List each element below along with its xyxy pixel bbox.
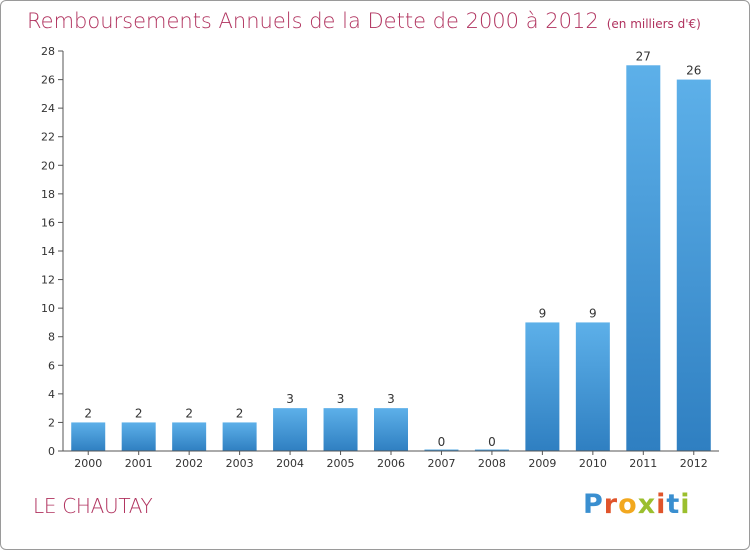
- y-tick-label: 24: [41, 102, 55, 115]
- bar: [424, 449, 459, 451]
- bar: [575, 322, 610, 451]
- bar-value-label: 2: [135, 406, 143, 420]
- x-tick-label: 2007: [427, 457, 455, 470]
- bar: [222, 422, 257, 451]
- logo-letter: t: [666, 489, 681, 520]
- x-tick-label: 2003: [226, 457, 254, 470]
- bar-value-label: 27: [636, 49, 651, 63]
- x-tick-label: 2009: [528, 457, 556, 470]
- chart-title: Remboursements Annuels de la Dette de 20…: [27, 9, 701, 33]
- logo-letter: r: [603, 489, 619, 520]
- bars: 2 2 2 2 3 3 3 0 0 9 9 27 26: [71, 49, 711, 452]
- y-tick-label: 10: [41, 302, 55, 315]
- bar-value-label: 3: [286, 392, 294, 406]
- bar-value-label: 9: [589, 306, 597, 320]
- y-tick-label: 14: [41, 245, 55, 258]
- x-tick-label: 2006: [377, 457, 405, 470]
- bar: [273, 408, 308, 451]
- x-tick-label: 2001: [125, 457, 153, 470]
- x-tick-label: 2005: [327, 457, 355, 470]
- y-tick-label: 26: [41, 74, 55, 87]
- bar: [121, 422, 156, 451]
- logo-letter: x: [637, 489, 657, 520]
- chart-subtitle: (en milliers d'€): [606, 17, 701, 31]
- bar-value-label: 0: [438, 435, 446, 449]
- bar-value-label: 2: [185, 406, 193, 420]
- y-tick-label: 8: [48, 331, 55, 344]
- x-tick-label: 2011: [629, 457, 657, 470]
- bar-value-label: 26: [686, 64, 701, 78]
- bar-value-label: 0: [488, 435, 496, 449]
- y-tick-label: 18: [41, 188, 55, 201]
- y-tick-label: 6: [48, 359, 55, 372]
- proxiti-logo: Proxiti: [583, 489, 691, 520]
- bar: [71, 422, 106, 451]
- y-tick-label: 28: [41, 45, 55, 58]
- y-tick-label: 16: [41, 216, 55, 229]
- x-tick-label: 2002: [175, 457, 203, 470]
- logo-letter: P: [583, 489, 604, 520]
- bar: [676, 79, 711, 452]
- bar: [525, 322, 560, 451]
- y-tick-label: 22: [41, 131, 55, 144]
- bar: [626, 65, 661, 452]
- logo-letter: i: [680, 489, 691, 520]
- x-tick-label: 2004: [276, 457, 304, 470]
- y-tick-label: 2: [48, 416, 55, 429]
- chart-title-text: Remboursements Annuels de la Dette de 20…: [27, 9, 599, 33]
- bar: [323, 408, 358, 451]
- bar-value-label: 3: [387, 392, 395, 406]
- logo-letter: o: [618, 489, 638, 520]
- x-axis: 2000 2001 2002 2003 2004 2005 2006 2007 2008 2009…: [63, 450, 719, 470]
- bar: [374, 408, 408, 451]
- x-tick-label: 2000: [74, 457, 102, 470]
- y-tick-label: 4: [48, 388, 55, 401]
- commune-name: LE CHAUTAY: [33, 494, 153, 518]
- x-tick-label: 2012: [680, 457, 708, 470]
- x-tick-label: 2008: [478, 457, 506, 470]
- y-tick-label: 0: [48, 445, 55, 458]
- y-tick-label: 20: [41, 159, 55, 172]
- bar: [172, 422, 207, 451]
- y-tick-label: 12: [41, 274, 55, 287]
- bar-value-label: 9: [539, 306, 547, 320]
- bar: [474, 449, 509, 451]
- bar-value-label: 3: [337, 392, 345, 406]
- bar-value-label: 2: [84, 406, 92, 420]
- logo-letter: i: [656, 489, 667, 520]
- bar-value-label: 2: [236, 406, 244, 420]
- x-tick-label: 2010: [579, 457, 607, 470]
